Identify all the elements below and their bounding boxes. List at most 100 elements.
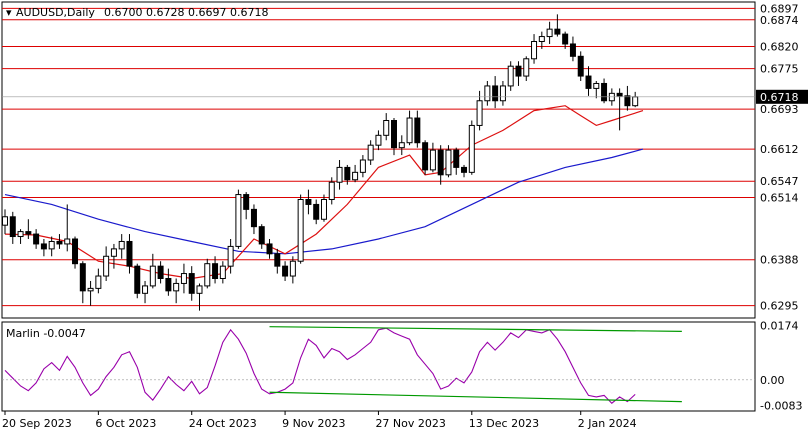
candle-body-down [9, 216, 16, 238]
oscillator-tick-label: 0.0174 [760, 319, 799, 332]
current-price-box [756, 89, 808, 104]
candle-body-up [2, 216, 8, 226]
support-resistance-levels [2, 7, 755, 307]
candle-body-down [282, 265, 289, 277]
candle-body-up [196, 285, 203, 294]
candle-body-down [344, 166, 351, 181]
candle-body-up [336, 166, 343, 183]
price-label: 0.6547 [760, 175, 799, 188]
candle-body-down [391, 120, 397, 149]
candle-body-up [204, 263, 211, 287]
candle-body-down [33, 233, 40, 245]
oscillator-tick-label: 0.00 [760, 374, 785, 387]
candle-body-up [103, 255, 110, 277]
candle-body-up [173, 282, 180, 292]
marlin-line [4, 327, 636, 404]
candle-body-up [289, 260, 296, 277]
chart-header-arrow: ▾ [6, 6, 12, 19]
time-tick-label: 9 Nov 2023 [282, 417, 345, 430]
candle-body-down [72, 238, 79, 265]
candle-body-up [87, 287, 94, 292]
candle-body-up [95, 275, 102, 289]
candle-body-up [523, 58, 530, 77]
main-panel-frame [1, 1, 756, 319]
time-tick-label: 6 Oct 2023 [95, 417, 156, 430]
candle-body-up [429, 149, 436, 171]
candle-body-up [359, 159, 366, 173]
candle-body-up [531, 41, 538, 60]
candle-body-up [593, 82, 600, 89]
price-label: 0.6775 [760, 63, 799, 76]
fast-ma-line [4, 105, 644, 280]
slow-ma-line [4, 148, 644, 255]
candle-body-up [17, 231, 24, 238]
candle-body-down [585, 75, 592, 89]
candle-body-up [546, 28, 553, 38]
candle-body-up [149, 265, 156, 287]
time-tick-label: 27 Nov 2023 [375, 417, 445, 430]
candle-body-down [492, 85, 499, 102]
candle-body-down [243, 194, 250, 210]
candle-body-down [250, 208, 257, 228]
candle-body-down [562, 33, 569, 45]
candle-body-up [406, 117, 413, 144]
chart-symbol: AUDUSD,Daily [16, 6, 95, 19]
candle-body-down [624, 95, 631, 107]
candle-body-up [484, 85, 491, 102]
oscillator-tick-label: -0.0083 [760, 400, 802, 413]
candle-body-down [126, 240, 133, 267]
candle-body-up [499, 85, 506, 102]
time-tick-label: 13 Dec 2023 [469, 417, 539, 430]
candle-body-up [227, 245, 234, 267]
oscillator-trendline [269, 326, 682, 332]
time-tick-label: 2 Jan 2024 [578, 417, 637, 430]
marlin-oscillator [2, 326, 755, 404]
time-axis: 20 Sep 2023 6 Oct 2023 24 Oct 2023 9 Nov 20… [2, 411, 637, 430]
candle-body-down [56, 240, 63, 245]
price-label: 0.6820 [760, 40, 799, 53]
candle-body-up [64, 238, 71, 245]
candle-body-down [157, 265, 164, 279]
price-label: 0.6612 [760, 143, 799, 156]
candle-body-up [468, 124, 475, 173]
candle-body-up [352, 171, 359, 181]
candle-body-down [212, 263, 219, 279]
candle-body-up [398, 142, 405, 149]
candle-body-up [48, 240, 55, 250]
candle-body-down [188, 273, 195, 294]
candle-body-up [297, 199, 304, 262]
candle-body-down [453, 149, 460, 168]
candle-body-down [414, 117, 421, 144]
candle-body-down [258, 226, 265, 245]
candle-body-down [437, 149, 444, 176]
candle-body-down [313, 203, 320, 220]
candle-body-up [320, 199, 327, 220]
price-label: 0.6295 [760, 300, 799, 313]
candle-body-down [40, 243, 47, 250]
fast-moving-average [4, 105, 644, 280]
candle-body-down [165, 278, 172, 292]
candle-body-up [118, 240, 125, 250]
candle-body-up [142, 285, 149, 294]
candle-body-up [538, 36, 545, 42]
time-tick-label: 24 Oct 2023 [189, 417, 257, 430]
price-label: 0.6874 [760, 14, 799, 27]
candle-body-up [180, 273, 187, 284]
oscillator-title: Marlin -0.0047 [6, 327, 86, 340]
candle-body-down [616, 92, 623, 97]
slow-moving-average [4, 148, 644, 255]
price-label: 0.6388 [760, 254, 799, 267]
candlestick-series [2, 14, 639, 311]
candle-body-down [577, 55, 584, 77]
price-label: 0.6897 [760, 2, 799, 15]
time-tick-label: 20 Sep 2023 [2, 417, 72, 430]
candle-body-down [305, 199, 312, 205]
price-label: 0.6514 [760, 192, 799, 205]
candle-body-down [134, 265, 141, 294]
oscillator-axis: 0.0174 0.00 -0.0083 [760, 319, 802, 412]
current-price-label: 0.6718 [760, 91, 799, 104]
candle-body-down [79, 263, 86, 292]
candle-body-up [328, 181, 335, 200]
